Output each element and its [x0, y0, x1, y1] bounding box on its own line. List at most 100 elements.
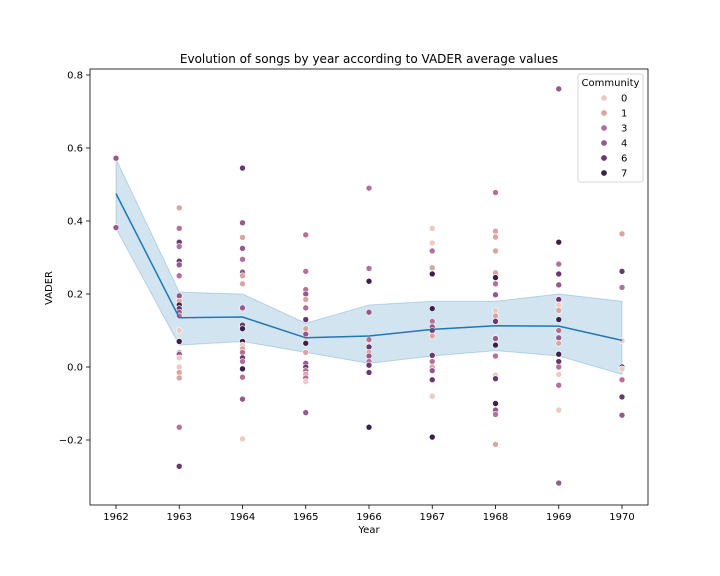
data-point: [492, 335, 499, 342]
data-point: [492, 375, 499, 382]
data-point: [302, 290, 310, 298]
data-point: [175, 374, 183, 382]
data-point: [555, 307, 563, 314]
data-point: [555, 334, 563, 342]
data-point: [618, 268, 626, 275]
y-tick-label: 0.2: [67, 290, 83, 301]
data-point: [175, 363, 183, 371]
data-point: [428, 305, 436, 312]
data-point: [428, 318, 436, 325]
data-point: [428, 352, 436, 359]
x-axis-title: Year: [357, 525, 380, 536]
legend-marker: [600, 124, 608, 132]
data-point: [239, 304, 246, 312]
data-point: [365, 336, 373, 343]
data-point: [239, 325, 246, 332]
data-point: [175, 354, 183, 362]
data-point: [555, 479, 563, 487]
data-point: [492, 189, 499, 196]
data-point: [555, 381, 563, 389]
plot-area: 1962 1963 1964 1965 1966 1967 1968 1969 1970 −0.2…: [59, 68, 649, 523]
data-point: [302, 325, 310, 332]
legend-marker: [600, 139, 608, 147]
data-point: [492, 280, 499, 288]
x-tick-label: 1970: [609, 512, 634, 523]
legend-title: Community: [582, 78, 640, 89]
data-point: [175, 225, 183, 232]
data-point: [302, 316, 310, 323]
data-point: [428, 270, 436, 278]
data-point: [365, 308, 373, 316]
y-axis-title: VADER: [44, 271, 55, 305]
data-point: [175, 369, 183, 376]
data-point: [618, 284, 626, 291]
data-point: [492, 247, 499, 255]
data-point: [428, 376, 436, 384]
x-tick-label: 1964: [230, 512, 255, 523]
data-point: [555, 296, 563, 303]
legend-marker: [600, 154, 608, 162]
data-point: [239, 395, 246, 403]
data-point: [618, 393, 626, 401]
data-point: [555, 260, 563, 268]
data-point: [555, 358, 563, 365]
data-point: [302, 268, 310, 275]
legend-label: 0: [621, 94, 627, 105]
data-point: [365, 352, 373, 360]
data-point: [175, 261, 183, 269]
data-point: [428, 239, 436, 247]
data-point: [428, 264, 436, 272]
data-point: [492, 233, 499, 241]
data-point: [239, 280, 246, 288]
legend-marker: [600, 169, 608, 177]
data-point: [428, 332, 436, 340]
data-point: [555, 270, 563, 278]
data-point: [239, 245, 246, 252]
data-point: [239, 164, 246, 172]
data-point: [555, 406, 563, 414]
legend-label: 1: [621, 109, 627, 120]
y-tick-label: 0.6: [67, 144, 83, 155]
data-point: [492, 291, 499, 299]
data-point: [175, 327, 183, 334]
data-point: [302, 330, 310, 338]
legend-label: 4: [621, 139, 627, 150]
data-point: [618, 411, 626, 419]
data-point: [175, 243, 183, 250]
data-point: [555, 327, 563, 334]
legend-label: 6: [621, 154, 627, 165]
legend-label: 7: [621, 169, 627, 180]
data-point: [555, 316, 563, 323]
x-tick-label: 1966: [356, 512, 381, 523]
data-point: [428, 358, 436, 365]
y-tick-label: −0.2: [59, 436, 83, 447]
data-point: [555, 281, 563, 289]
data-point: [555, 350, 563, 358]
data-point: [492, 400, 499, 407]
x-tick-label: 1969: [546, 512, 571, 523]
data-point: [175, 292, 183, 300]
data-point: [555, 238, 563, 246]
data-point: [112, 154, 120, 162]
data-point: [302, 378, 310, 385]
data-point: [302, 409, 310, 416]
data-point: [492, 274, 499, 281]
data-point: [492, 227, 499, 235]
data-point: [175, 272, 183, 280]
data-point: [492, 318, 499, 325]
data-point: [618, 230, 626, 238]
legend-box: [577, 73, 644, 183]
data-point: [365, 343, 373, 351]
data-point: [555, 301, 563, 309]
data-point: [365, 265, 373, 272]
data-point: [428, 367, 436, 374]
data-point: [239, 435, 246, 443]
data-point: [175, 462, 183, 470]
data-point: [365, 423, 373, 431]
y-tick-label: 0.8: [67, 71, 83, 82]
legend-label: 3: [621, 124, 627, 135]
data-point: [428, 225, 436, 232]
data-point: [365, 184, 373, 192]
data-point: [239, 358, 246, 365]
